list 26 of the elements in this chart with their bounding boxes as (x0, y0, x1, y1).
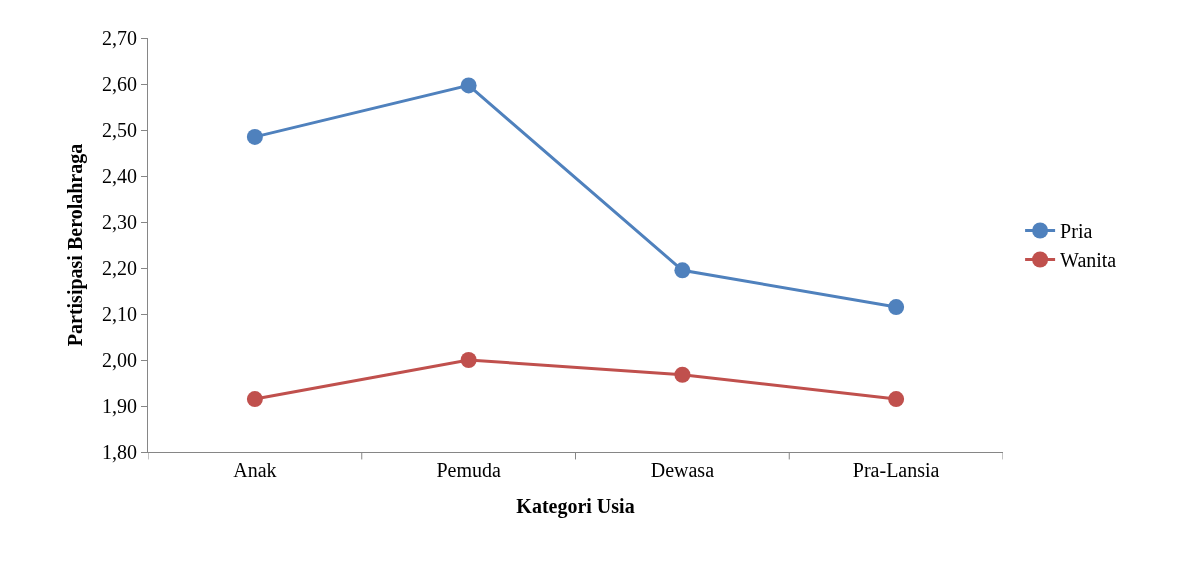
y-axis-title: Partisipasi Berolahraga (63, 143, 87, 347)
point (888, 299, 905, 316)
point (460, 77, 477, 94)
point (246, 128, 263, 145)
y-tick-label: 1,90 (102, 395, 137, 417)
y-tick-label: 2,50 (102, 119, 137, 141)
y-tick-label: 2,00 (102, 349, 137, 371)
y-tick-label: 2,20 (102, 257, 137, 279)
x-tick-label: Dewasa (650, 459, 715, 481)
y-tick-label: 2,30 (102, 211, 137, 233)
x-tick-label: Pra-Lansia (852, 459, 940, 481)
y-tick-label: 2,10 (102, 303, 137, 325)
y-tick-label: 2,60 (102, 73, 137, 95)
point (246, 391, 263, 408)
x-tick-label: Anak (233, 459, 277, 481)
point (674, 262, 691, 279)
x-tick-label: Pemuda (436, 459, 501, 481)
y-tick-label: 2,40 (102, 165, 137, 187)
legend-label: Wanita (1060, 249, 1117, 272)
y-tick-label: 2,70 (102, 27, 137, 49)
point (888, 391, 905, 408)
legend-label: Pria (1060, 220, 1093, 243)
point (460, 352, 477, 368)
y-tick-label: 1,80 (102, 441, 137, 463)
x-axis-title: Kategori Usia (516, 494, 635, 518)
point (674, 366, 691, 383)
